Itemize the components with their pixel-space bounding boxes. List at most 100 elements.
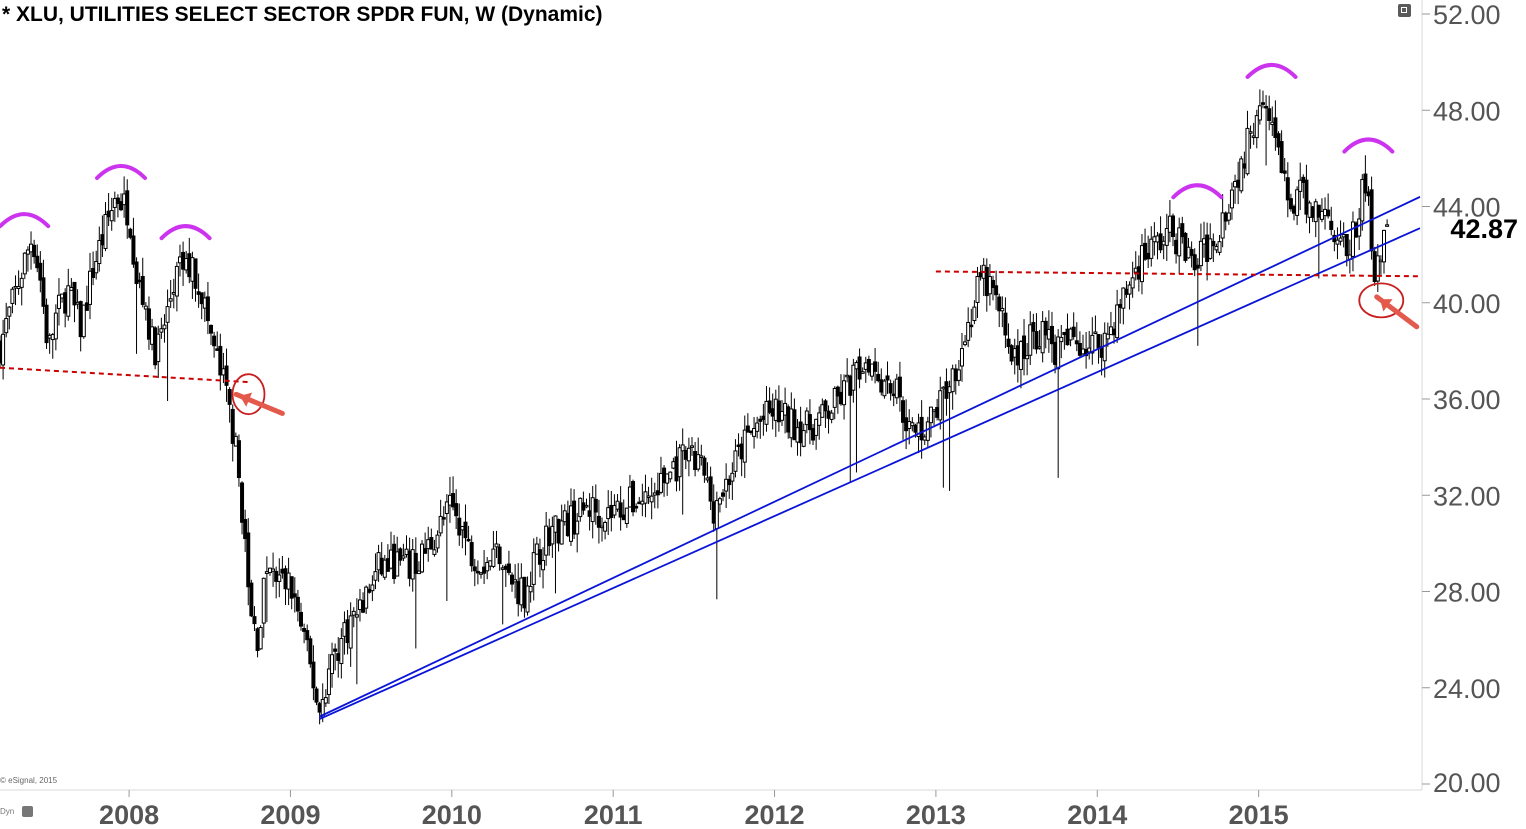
candle-body: [510, 574, 515, 585]
candle-body: [779, 411, 784, 421]
candle-body: [395, 551, 400, 577]
candle-body: [423, 548, 428, 554]
candle-body: [1366, 191, 1371, 197]
candle-body: [1152, 236, 1157, 243]
candle-body: [615, 500, 620, 510]
candle-body: [1130, 277, 1135, 289]
candle-body: [581, 502, 586, 511]
candle-body: [171, 291, 176, 295]
candle-body: [649, 495, 654, 503]
candle-body: [553, 515, 558, 533]
candle-body: [503, 565, 508, 570]
candle-body: [596, 515, 601, 528]
candle-body: [146, 308, 151, 340]
candle-body: [444, 501, 449, 514]
candle-body: [966, 321, 971, 341]
candle-body: [1208, 238, 1213, 259]
candle-body: [752, 427, 757, 437]
candle-body: [609, 504, 614, 518]
candle-body: [7, 306, 12, 317]
candle-body: [1319, 210, 1324, 220]
candle-body: [13, 285, 18, 289]
candle-body: [544, 525, 549, 556]
candle-body: [541, 559, 546, 571]
candle-body: [385, 558, 390, 572]
candle-body: [1056, 336, 1061, 370]
candle-body: [1267, 108, 1272, 121]
candle-body: [1108, 326, 1113, 336]
candle-body: [869, 363, 874, 377]
candle-body: [1378, 259, 1383, 263]
overlays: [0, 62, 1421, 720]
candle-body: [829, 412, 834, 420]
breakdown-circle-marker: [231, 373, 266, 416]
pattern-arc-marker: [1171, 183, 1224, 200]
candle-body: [153, 327, 158, 366]
chart-mode-icon[interactable]: [22, 806, 33, 817]
candle-body: [1198, 240, 1203, 267]
candle-body: [776, 400, 781, 423]
candle-body: [854, 362, 859, 370]
candle-body: [441, 517, 446, 520]
candle-body: [953, 368, 958, 382]
y-tick-label: 44.00: [1433, 193, 1501, 223]
candle-body: [680, 444, 685, 452]
candle-body: [38, 262, 43, 281]
candle-body: [1105, 333, 1110, 340]
candle-body: [488, 560, 493, 567]
x-tick-label: 2014: [1067, 800, 1127, 829]
candle-body: [1146, 252, 1151, 260]
candle-body: [1217, 241, 1222, 253]
candle-body: [29, 243, 34, 253]
candle-body: [308, 638, 313, 665]
restore-window-icon[interactable]: [1398, 4, 1411, 17]
candle-body: [696, 454, 701, 470]
y-tick-label: 32.00: [1433, 481, 1501, 511]
candle-body: [891, 393, 896, 397]
candle-body: [454, 503, 459, 517]
candle-body: [246, 532, 251, 588]
candle-body: [845, 374, 850, 378]
candle-body: [748, 430, 753, 434]
candle-body: [478, 572, 483, 575]
candle-body: [901, 400, 906, 423]
candle-body: [174, 265, 179, 297]
pattern-arc-marker: [95, 164, 148, 180]
candle-body: [1205, 234, 1210, 262]
candle-body: [876, 373, 881, 382]
candle-body: [1127, 284, 1132, 295]
candle-body: [932, 409, 937, 412]
pattern-arc-marker: [159, 224, 212, 241]
candle-body: [84, 302, 89, 311]
candle-body: [1233, 181, 1238, 188]
candle-body: [451, 493, 456, 508]
candle-body: [115, 197, 120, 205]
candle-body: [382, 559, 387, 578]
candle-body: [233, 435, 238, 447]
candle-body: [1223, 212, 1228, 222]
candle-body: [78, 301, 83, 338]
candle-body: [665, 473, 670, 484]
candle-body: [1257, 105, 1262, 121]
candle-body: [773, 398, 778, 421]
candle-body: [438, 515, 443, 534]
candle-body: [842, 380, 847, 406]
pattern-arc-marker: [1342, 137, 1395, 154]
candle-body: [280, 568, 285, 574]
candle-body: [767, 400, 772, 413]
candle-body: [537, 549, 542, 565]
candle-body: [1158, 233, 1163, 251]
candle-body: [1025, 355, 1030, 360]
candle-body: [1049, 325, 1054, 345]
candle-body: [565, 512, 570, 537]
candle-body: [873, 361, 878, 372]
candle-body: [693, 450, 698, 471]
candle-body: [330, 654, 335, 675]
candle-body: [1295, 189, 1300, 216]
candle-body: [944, 381, 949, 399]
candle-body: [1192, 254, 1197, 271]
y-tick-label: 24.00: [1433, 674, 1501, 704]
candle-body: [807, 414, 812, 431]
candle-body: [600, 525, 605, 529]
candle-body: [357, 599, 362, 611]
